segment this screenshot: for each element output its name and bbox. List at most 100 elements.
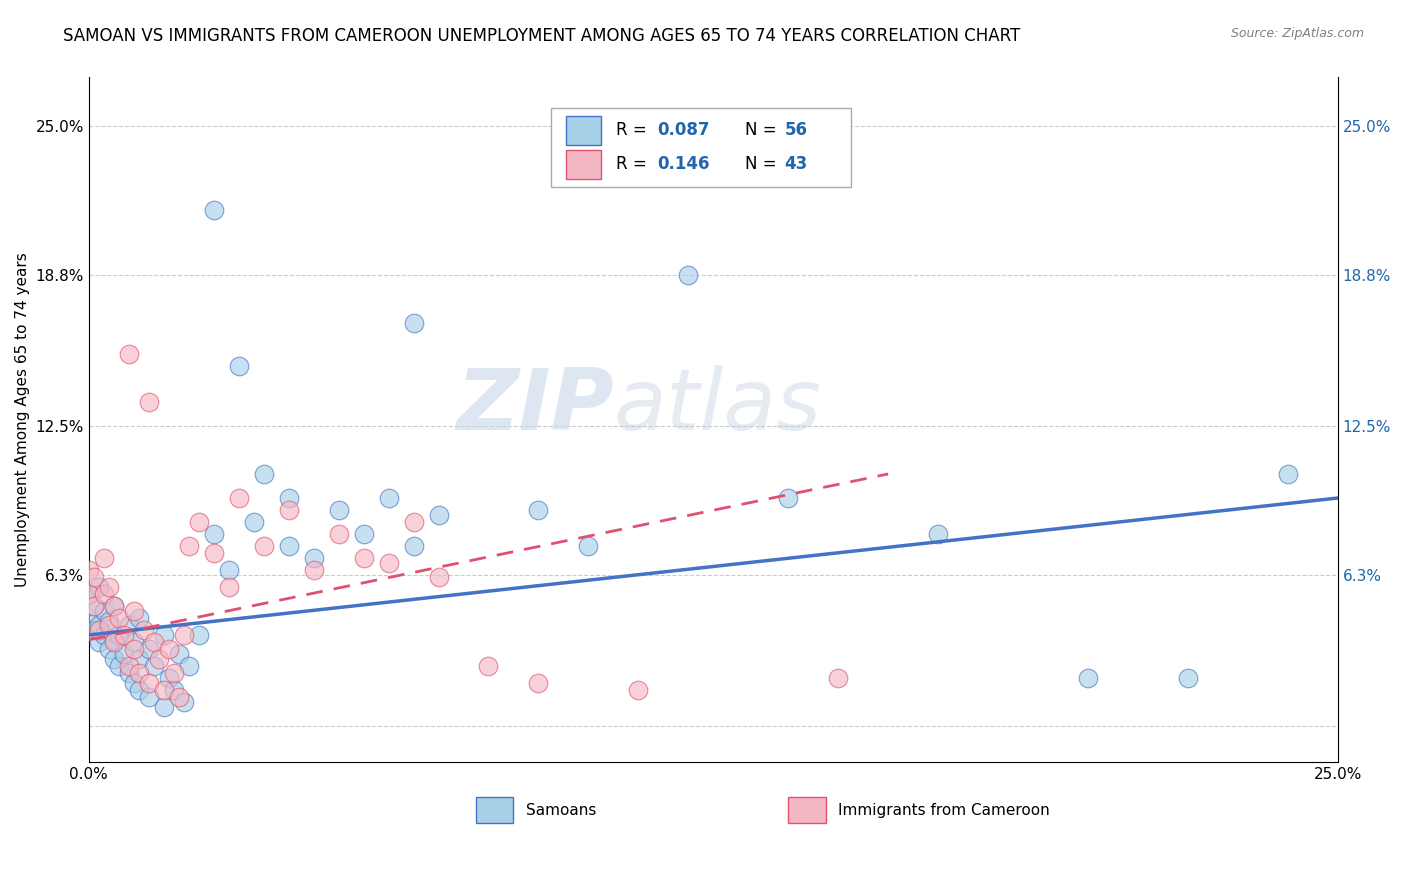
Point [167,690,190,705]
Point [83,570,105,584]
Point [77,563,100,577]
Point [118,347,141,361]
Text: SAMOAN VS IMMIGRANTS FROM CAMEROON UNEMPLOYMENT AMONG AGES 65 TO 74 YEARS CORREL: SAMOAN VS IMMIGRANTS FROM CAMEROON UNEMP… [63,27,1021,45]
Point [107,628,129,642]
Point [402,515,425,529]
Point [576,539,599,553]
Point [202,202,225,217]
Point [187,628,209,642]
Point [173,628,195,642]
Point [627,683,650,698]
Point [103,599,125,614]
Point [157,642,180,657]
Point [118,659,141,673]
Point [177,659,200,673]
Point [242,515,264,529]
Point [122,676,145,690]
Point [427,570,450,584]
Point [228,359,250,373]
Point [173,695,195,709]
Point [778,491,800,505]
Text: atlas: atlas [613,365,821,448]
Point [163,666,186,681]
Point [152,628,174,642]
Point [402,316,425,330]
Point [118,666,141,681]
Point [277,503,299,517]
Point [103,632,125,647]
Point [302,563,325,577]
Point [827,671,849,685]
Text: 43: 43 [785,155,807,173]
Text: 0.146: 0.146 [657,155,710,173]
Point [122,635,145,649]
Text: R =: R = [616,155,652,173]
Point [83,623,105,637]
Point [103,635,125,649]
Point [177,539,200,553]
Text: ZIP: ZIP [456,365,613,448]
Point [128,652,150,666]
Point [122,604,145,618]
Point [187,515,209,529]
Point [157,671,180,685]
Point [138,395,160,409]
Point [678,268,700,282]
Point [218,580,240,594]
Point [142,635,165,649]
Point [328,527,350,541]
Point [97,642,120,657]
Text: 56: 56 [785,121,807,139]
Point [128,611,150,625]
Point [148,652,170,666]
Point [93,628,115,642]
Point [83,599,105,614]
Point [202,546,225,560]
Point [218,563,240,577]
Point [927,527,949,541]
Text: N =: N = [745,155,782,173]
Point [128,683,150,698]
Point [477,659,499,673]
FancyBboxPatch shape [565,150,600,178]
Point [277,539,299,553]
Point [138,642,160,657]
Point [112,647,135,661]
Point [132,623,155,637]
Point [1077,671,1099,685]
Point [107,611,129,625]
Point [163,683,186,698]
Point [152,683,174,698]
Text: R =: R = [616,121,652,139]
Point [138,676,160,690]
Text: Source: ZipAtlas.com: Source: ZipAtlas.com [1230,27,1364,40]
Y-axis label: Unemployment Among Ages 65 to 74 years: Unemployment Among Ages 65 to 74 years [15,252,30,587]
Point [87,618,110,632]
Point [253,539,276,553]
Point [103,599,125,614]
Point [1177,671,1199,685]
Text: N =: N = [745,121,782,139]
Point [93,551,115,566]
Point [87,580,110,594]
Point [77,587,100,601]
Point [253,467,276,481]
Point [202,527,225,541]
Point [1277,467,1299,481]
Point [302,551,325,566]
Point [353,527,375,541]
Point [228,491,250,505]
FancyBboxPatch shape [565,116,600,145]
Point [128,666,150,681]
Point [353,551,375,566]
Point [87,623,110,637]
Point [122,642,145,657]
Text: Immigrants from Cameroon: Immigrants from Cameroon [838,803,1050,818]
Text: 0.087: 0.087 [657,121,710,139]
Point [527,503,550,517]
Point [138,690,160,705]
Point [97,580,120,594]
Point [87,635,110,649]
Point [112,628,135,642]
Point [93,587,115,601]
